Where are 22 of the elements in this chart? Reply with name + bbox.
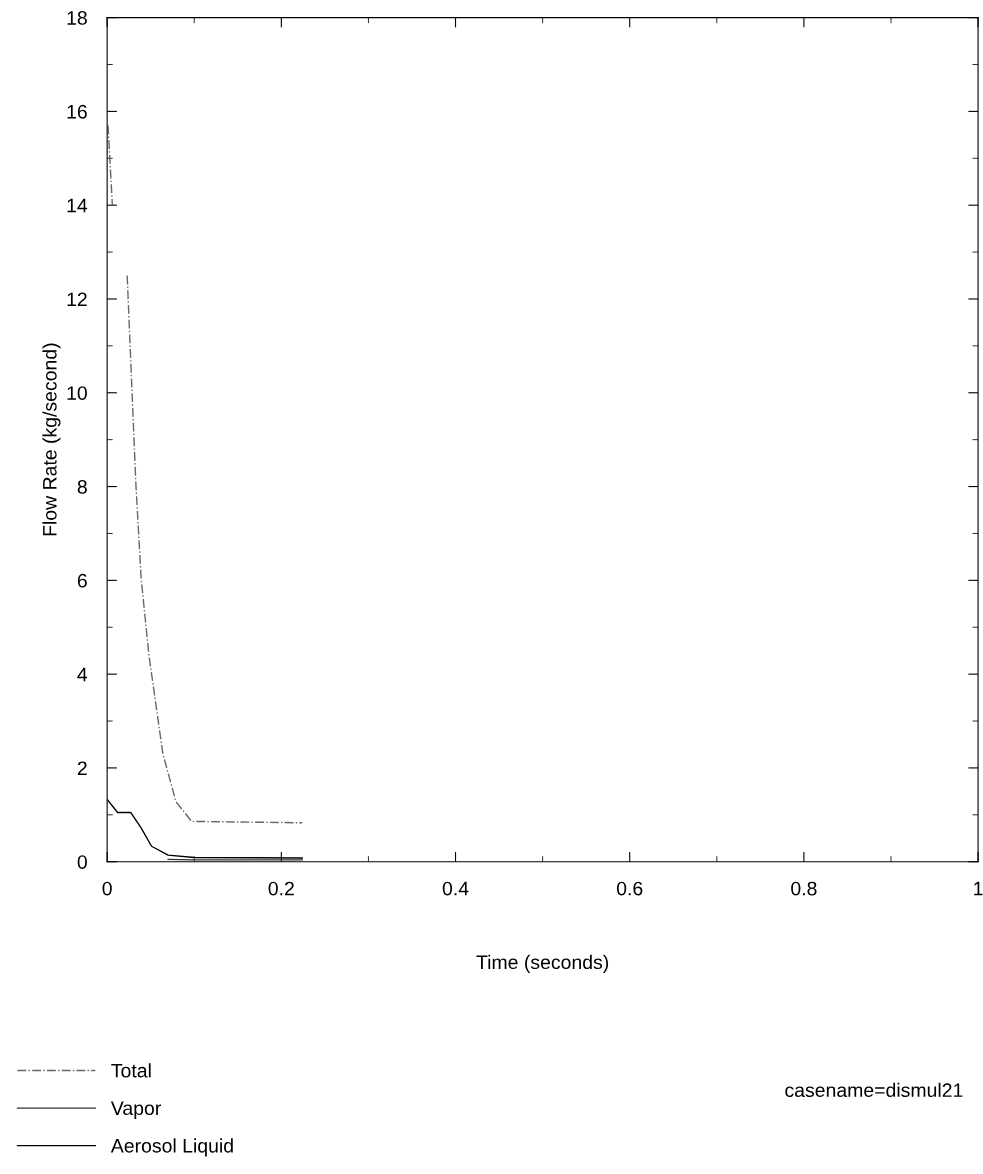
y-tick-label: 0 <box>77 855 87 869</box>
y-tick-label: 4 <box>77 667 88 682</box>
y-tick-label: 10 <box>67 386 87 401</box>
y-tick-label: 14 <box>67 198 88 213</box>
x-tick-label: 0.6 <box>616 881 643 896</box>
y-tick-label: 16 <box>67 104 87 119</box>
x-tick-label: 1 <box>974 881 983 896</box>
y-axis-title: Flow Rate (kg/second) <box>42 343 61 536</box>
x-tick-label: 0.8 <box>791 881 817 896</box>
x-tick-label: 0.4 <box>442 881 469 896</box>
y-tick-label: 8 <box>77 480 87 494</box>
legend-label: Vapor <box>110 1101 161 1119</box>
x-axis-title: Time (seconds) <box>476 954 609 973</box>
text: casename=dismul21 <box>785 1082 963 1098</box>
x-tick-label: 0 <box>102 881 112 896</box>
legend-label: Aerosol Liquid <box>110 1138 233 1157</box>
y-tick-label: 18 <box>67 11 87 25</box>
y-tick-label: 6 <box>77 573 87 588</box>
x-tick-label: 0.2 <box>268 881 294 896</box>
y-tick-label: 12 <box>67 292 87 307</box>
y-tick-label: 2 <box>77 761 87 775</box>
legend-label: Total <box>111 1063 151 1078</box>
